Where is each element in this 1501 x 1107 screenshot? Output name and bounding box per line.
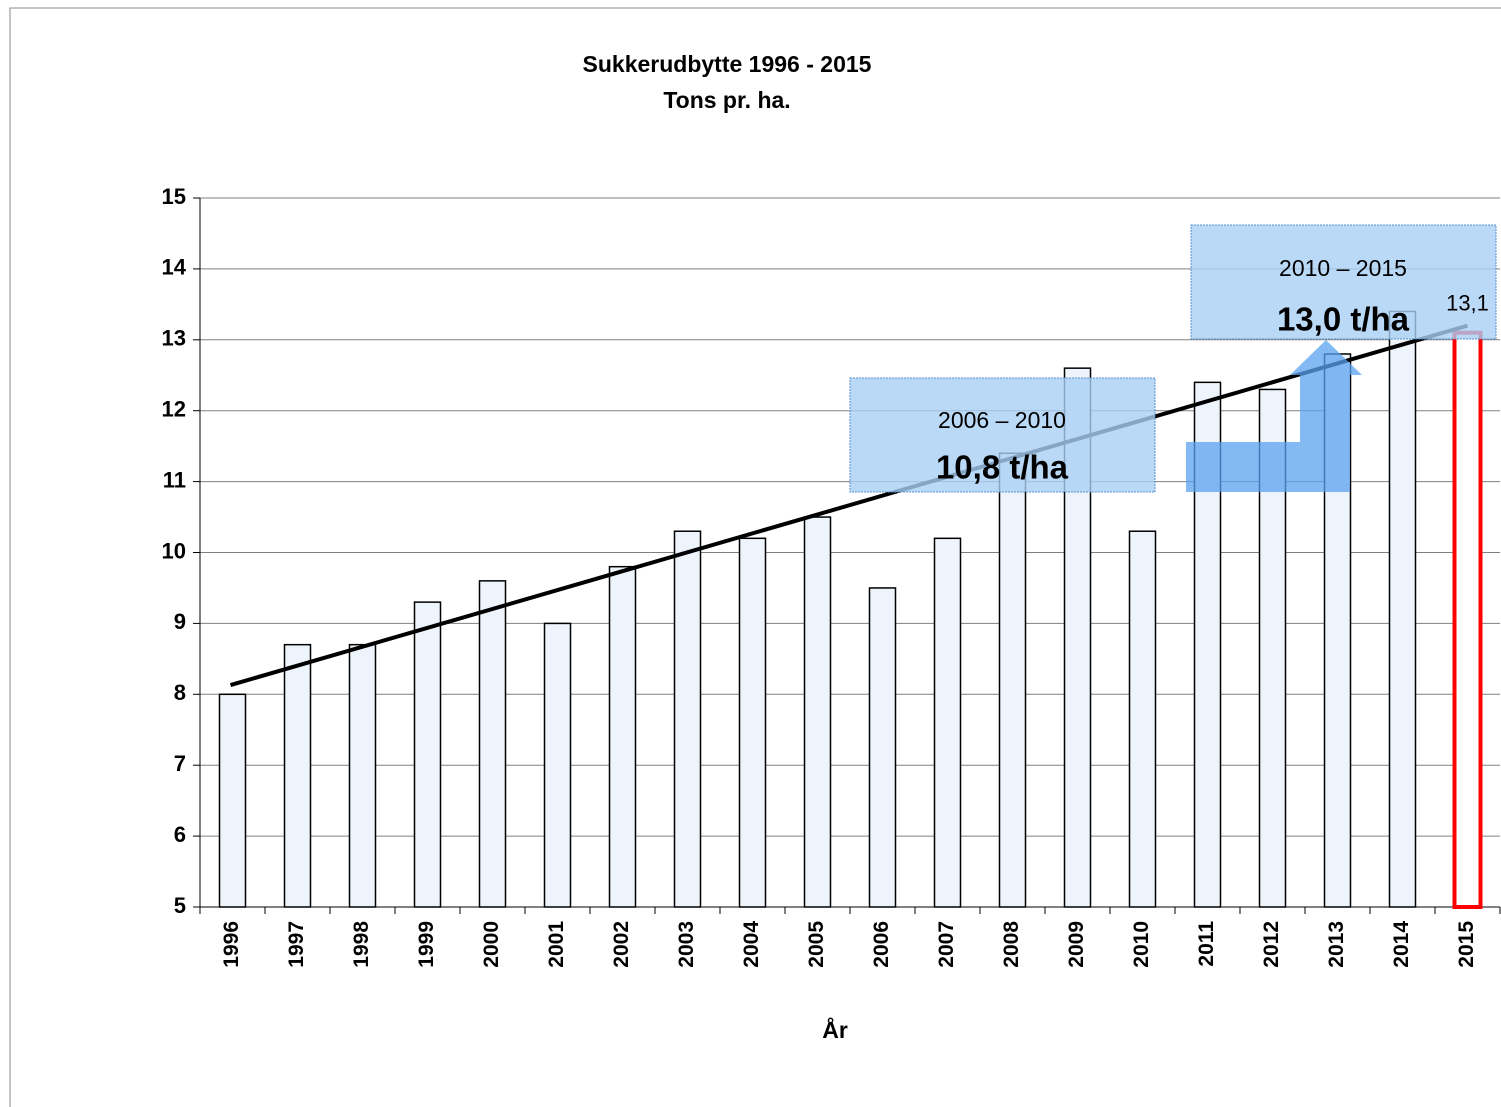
x-tick-label: 2002 [610, 921, 633, 968]
chart-title: Sukkerudbytte 1996 - 2015 [583, 51, 872, 77]
y-tick-label: 12 [162, 397, 186, 422]
bar [283, 643, 312, 908]
x-tick-label: 2006 [870, 921, 893, 968]
y-tick-label: 13 [162, 326, 186, 351]
x-tick-label: 1996 [220, 921, 243, 968]
x-tick-label: 2013 [1325, 921, 1348, 968]
bar [868, 587, 897, 908]
x-tick-label: 2009 [1065, 921, 1088, 968]
x-axis-title: År [822, 1016, 848, 1043]
overlay: 2006 – 2010 10,8 t/ha 2010 – 2015 13,0 t/ha… [229, 224, 1497, 688]
bar [413, 601, 442, 908]
arrow [1186, 340, 1362, 492]
y-tick-label: 7 [174, 751, 186, 776]
x-tick-label: 2001 [545, 921, 568, 968]
bar [348, 643, 377, 908]
y-tick-label: 11 [163, 467, 186, 492]
annotation-value: 10,8 t/ha [936, 449, 1069, 486]
bar [1128, 530, 1157, 908]
annotation-period: 2006 – 2010 [938, 407, 1066, 433]
bar [998, 452, 1027, 908]
y-tick-label: 5 [174, 893, 186, 918]
x-tick-label: 2012 [1260, 921, 1283, 968]
bar [1452, 330, 1483, 909]
y-tick-label: 6 [174, 822, 186, 847]
bar [1388, 310, 1417, 908]
bar [218, 693, 247, 908]
x-tick-label: 2004 [740, 921, 763, 968]
y-tick-label: 14 [162, 255, 187, 280]
x-tick-label: 2015 [1455, 921, 1478, 968]
annotation-box [1190, 224, 1497, 340]
chart-subtitle: Tons pr. ha. [663, 87, 790, 113]
value-label: 13,1 [1446, 291, 1489, 316]
x-tick-label: 1999 [415, 921, 438, 968]
x-tick-label: 2010 [1130, 921, 1153, 968]
x-tick-label: 2000 [480, 921, 503, 968]
bar [738, 537, 767, 908]
y-tick-label: 10 [162, 538, 186, 563]
x-tick-label: 2011 [1195, 921, 1218, 967]
x-tick-label: 2008 [1000, 921, 1023, 968]
y-tick-label: 8 [174, 680, 186, 705]
x-tick-label: 2007 [935, 921, 958, 968]
x-tick-label: 1997 [285, 921, 308, 968]
bar [608, 565, 637, 908]
bar [803, 516, 832, 908]
bar [478, 580, 507, 908]
trend-line [229, 323, 1469, 688]
annotation-value: 13,0 t/ha [1277, 301, 1410, 338]
annotation-period: 2010 – 2015 [1279, 255, 1407, 281]
x-tick-label: 1998 [350, 921, 373, 968]
y-tick-label: 15 [162, 184, 186, 209]
bar [543, 622, 572, 908]
x-tick-label: 2003 [675, 921, 698, 968]
y-tick-label: 9 [174, 609, 186, 634]
bar [673, 530, 702, 908]
x-tick-label: 2005 [805, 921, 828, 968]
annotation-box [849, 377, 1156, 493]
x-tick-label: 2014 [1390, 921, 1413, 968]
bar [933, 537, 962, 908]
